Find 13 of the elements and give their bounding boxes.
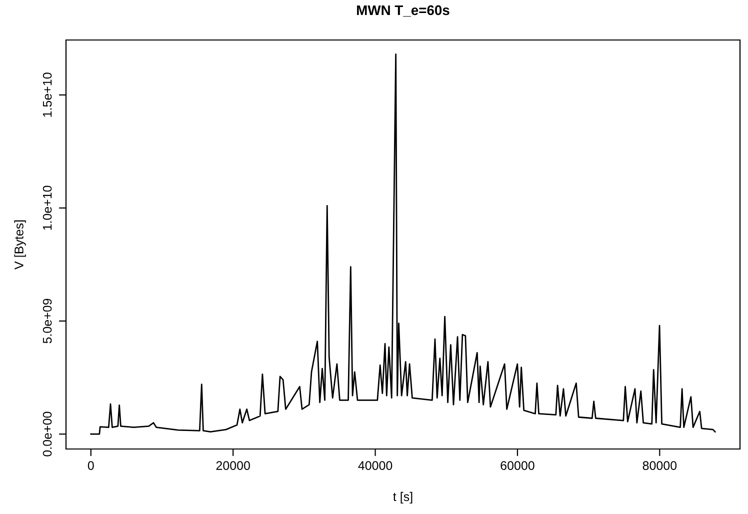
x-axis-title: t [s]: [393, 492, 412, 504]
y-tick-label: 5.0e+09: [42, 298, 52, 344]
chart-title: MWN T_e=60s: [357, 5, 450, 17]
y-tick-label: 1.5e+10: [42, 72, 52, 117]
x-tick-label: 60000: [500, 461, 534, 470]
y-tick-label: 1.0e+10: [42, 186, 52, 230]
line-series: [90, 54, 716, 435]
x-tick-label: 20000: [216, 461, 250, 470]
x-tick-label: 80000: [642, 461, 677, 470]
x-tick-label: 0: [88, 461, 94, 470]
x-tick-label: 40000: [358, 461, 392, 470]
y-tick-label: 0.0e+00: [42, 412, 52, 456]
y-axis-title: V [Bytes]: [14, 220, 26, 270]
